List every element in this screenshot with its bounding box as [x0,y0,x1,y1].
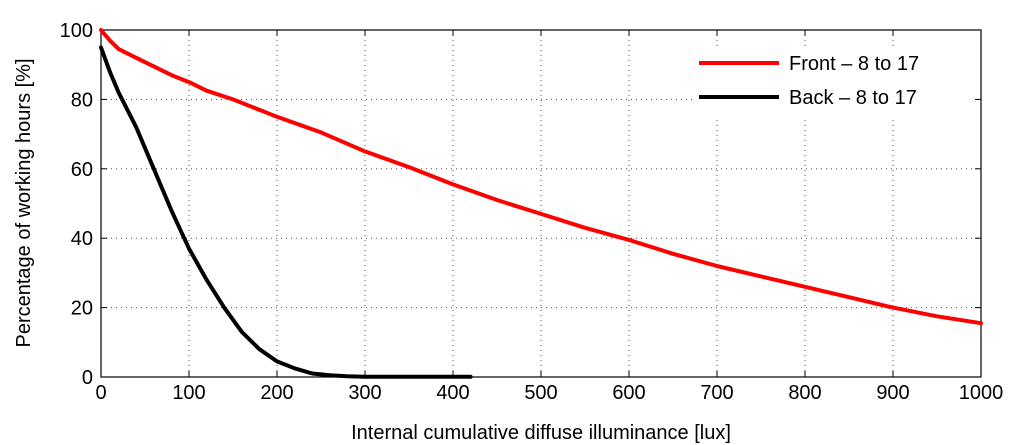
y-axis: 0 20 40 60 80 100 [60,20,981,389]
legend-label-back: Back – 8 to 17 [789,87,917,109]
x-tick-label: 600 [612,382,645,404]
legend-label-front: Front – 8 to 17 [789,53,919,75]
x-axis-label: Internal cumulative diffuse illuminance … [351,422,731,444]
y-tick-label: 40 [71,228,93,250]
x-tick-label: 200 [260,382,293,404]
legend: Front – 8 to 17 Back – 8 to 17 [694,46,974,120]
legend-box [694,46,974,120]
y-tick-label: 100 [60,20,93,42]
x-tick-label: 100 [172,382,205,404]
x-tick-label: 700 [700,382,733,404]
y-tick-label: 20 [71,298,93,320]
y-axis-label: Percentage of working hours [%] [13,58,35,347]
x-tick-label: 900 [876,382,909,404]
series-line-back [99,45,473,379]
x-tick-label: 500 [524,382,557,404]
y-tick-label: 0 [82,367,93,389]
x-axis: 0 100 200 300 400 500 600 700 800 900 1000 [95,30,1003,404]
x-tick-label: 0 [95,382,106,404]
x-tick-label: 800 [788,382,821,404]
x-tick-label: 400 [436,382,469,404]
x-tick-label: 300 [348,382,381,404]
series-line-front [99,28,983,326]
y-tick-label: 60 [71,159,93,181]
grid-layer [101,30,981,377]
series-layer [99,28,983,379]
y-tick-label: 80 [71,89,93,111]
x-tick-label: 1000 [959,382,1004,404]
